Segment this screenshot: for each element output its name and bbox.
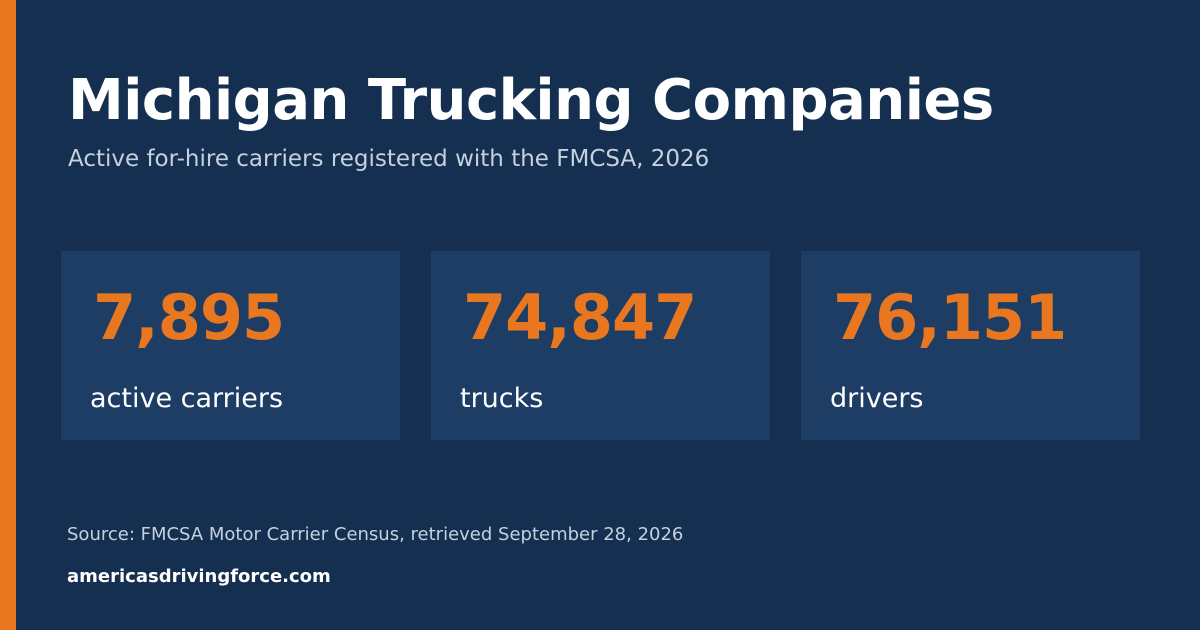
stat-card: 7,895 active carriers bbox=[61, 251, 400, 440]
stat-card: 76,151 drivers bbox=[801, 251, 1140, 440]
stat-card: 74,847 trucks bbox=[431, 251, 770, 440]
stat-value: 74,847 bbox=[463, 281, 697, 354]
stat-value: 76,151 bbox=[833, 281, 1067, 354]
stat-value: 7,895 bbox=[93, 281, 285, 354]
stat-label: trucks bbox=[460, 383, 544, 414]
stat-label: drivers bbox=[830, 383, 924, 414]
stat-label: active carriers bbox=[90, 383, 284, 414]
source-note: Source: FMCSA Motor Carrier Census, retr… bbox=[67, 524, 684, 545]
accent-bar bbox=[0, 0, 16, 630]
site-url: americasdrivingforce.com bbox=[67, 566, 331, 587]
subtitle: Active for-hire carriers registered with… bbox=[68, 146, 710, 172]
title: Michigan Trucking Companies bbox=[68, 68, 994, 133]
